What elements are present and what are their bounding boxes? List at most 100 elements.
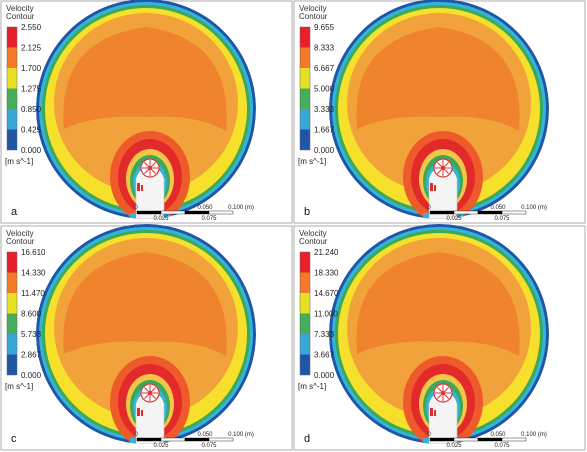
- legend-tick-label: 0.000: [314, 371, 335, 380]
- legend-swatch: [7, 88, 17, 109]
- device-mark: [141, 410, 143, 416]
- device-mark: [141, 185, 143, 191]
- panel-letter: d: [304, 433, 310, 445]
- scale-segment: [184, 437, 210, 442]
- scale-sublabel-2: 0.075: [201, 216, 217, 222]
- scale-bar: 0 0.050 0.100 (m) 0.025 0.075: [427, 205, 547, 222]
- legend-title-line2: Contour: [6, 12, 35, 21]
- legend-swatch: [300, 252, 310, 273]
- scale-segment: [136, 210, 162, 215]
- legend-tick-label: 0.850: [21, 105, 42, 114]
- scale-segment: [429, 210, 455, 215]
- scale-sublabel-1: 0.025: [153, 443, 169, 449]
- scale-label-0: 0: [134, 432, 138, 438]
- scale-segment: [429, 437, 455, 442]
- core-orange-zone: [356, 27, 520, 131]
- scale-label-0: 0: [427, 205, 431, 211]
- scale-label-end: 0.100 (m): [521, 205, 547, 211]
- legend-tick-label: 1.667: [314, 126, 335, 135]
- legend-swatch: [7, 252, 17, 273]
- panel-letter: a: [11, 206, 18, 218]
- scale-segment: [184, 210, 210, 215]
- legend-swatch: [300, 109, 310, 130]
- legend-swatch: [300, 272, 310, 293]
- legend-tick-label: 5.733: [21, 330, 42, 339]
- legend-tick-label: 6.667: [314, 64, 335, 73]
- legend-outline: [6, 26, 18, 151]
- legend-tick-label: 11.000: [314, 310, 338, 319]
- legend-title-line1: Velocity: [299, 4, 327, 13]
- device-mark: [434, 410, 436, 416]
- fan-hub: [148, 391, 152, 395]
- legend-swatch: [300, 354, 310, 375]
- scale-bar: 0 0.050 0.100 (m) 0.025 0.075: [134, 432, 254, 449]
- legend-swatch: [7, 293, 17, 314]
- jet-leg-right: [164, 213, 170, 219]
- legend-outline: [299, 251, 311, 376]
- legend-outline: [6, 251, 18, 376]
- scale-segment: [136, 437, 162, 442]
- legend-swatch: [300, 88, 310, 109]
- legend-tick-label: 0.000: [21, 146, 42, 155]
- legend-tick-label: 11.470: [21, 289, 45, 298]
- jet-leg-left: [423, 438, 429, 444]
- legend-title-line1: Velocity: [6, 229, 34, 238]
- scale-sublabel-1: 0.025: [153, 216, 169, 222]
- fan-rotor: [140, 158, 160, 178]
- legend-swatch: [300, 27, 310, 48]
- legend-unit: [m s^-1]: [298, 157, 326, 166]
- core-orange-zone: [63, 252, 227, 356]
- legend-swatch: [7, 334, 17, 355]
- legend-tick-label: 3.333: [314, 105, 335, 114]
- scale-segment: [501, 210, 527, 215]
- scale-label-end: 0.100 (m): [521, 432, 547, 438]
- device-mark: [137, 408, 140, 416]
- legend-swatch: [7, 47, 17, 68]
- device-body: [135, 403, 165, 444]
- scale-label-end: 0.100 (m): [228, 432, 254, 438]
- legend-tick-label: 8.333: [314, 44, 335, 53]
- scale-sublabel-2: 0.075: [201, 443, 217, 449]
- fan-hub: [441, 391, 445, 395]
- legend-title-line1: Velocity: [6, 4, 34, 13]
- scale-segment: [208, 437, 234, 442]
- legend-tick-label: 21.240: [314, 248, 339, 257]
- legend-tick-label: 16.610: [21, 248, 46, 257]
- scale-segment: [160, 210, 186, 215]
- legend-tick-label: 2.550: [21, 23, 42, 32]
- legend-swatch: [300, 68, 310, 89]
- jet-leg-right: [457, 213, 463, 219]
- legend-swatch: [7, 129, 17, 150]
- contour-domain: [36, 224, 256, 444]
- fan-rotor: [433, 383, 453, 403]
- legend-swatch: [300, 129, 310, 150]
- panel-letter: c: [11, 433, 17, 445]
- scale-label-end: 0.100 (m): [228, 205, 254, 211]
- legend-tick-label: 2.125: [21, 44, 42, 53]
- legend-tick-label: 8.600: [21, 310, 42, 319]
- legend-swatch: [300, 313, 310, 334]
- jet-leg-left: [130, 438, 136, 444]
- panel-letter: b: [304, 206, 310, 218]
- legend-swatch: [7, 109, 17, 130]
- scale-label-0: 0: [134, 205, 138, 211]
- device-mark: [430, 183, 433, 191]
- legend-swatch: [7, 68, 17, 89]
- scale-sublabel-2: 0.075: [494, 443, 510, 449]
- fan-rotor: [140, 383, 160, 403]
- legend-tick-label: 14.330: [21, 269, 46, 278]
- legend-unit: [m s^-1]: [5, 157, 33, 166]
- legend-tick-label: 14.670: [314, 289, 339, 298]
- legend-tick-label: 0.000: [21, 371, 42, 380]
- legend-tick-label: 1.275: [21, 85, 42, 94]
- legend-unit: [m s^-1]: [298, 382, 326, 391]
- legend-swatch: [300, 293, 310, 314]
- scale-segment: [453, 437, 479, 442]
- legend-unit: [m s^-1]: [5, 382, 33, 391]
